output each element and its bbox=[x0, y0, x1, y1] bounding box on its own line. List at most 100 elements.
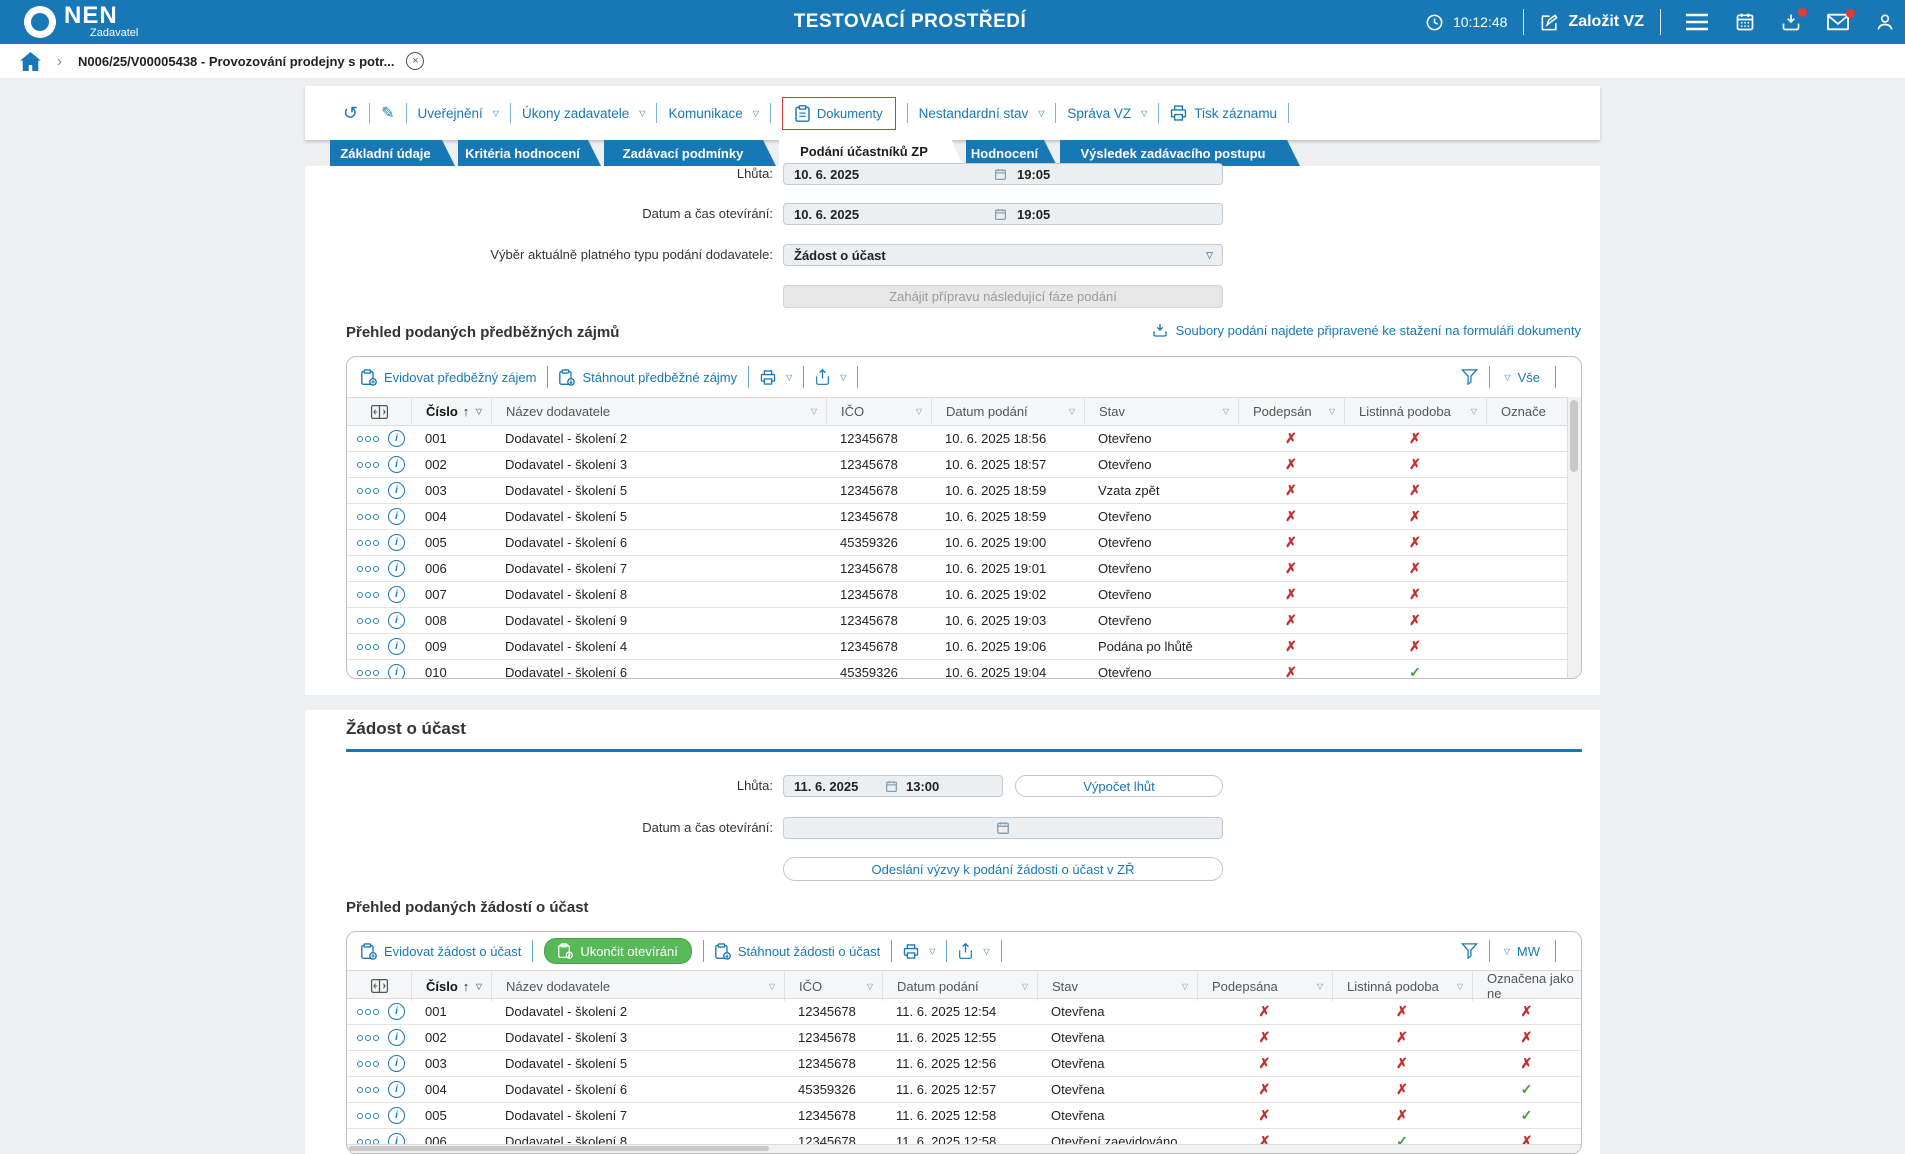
table-row[interactable]: 003 Dodavatel - školení 5 12345678 11. 6… bbox=[347, 1051, 1581, 1077]
table1-col-datum[interactable]: Datum podání bbox=[931, 398, 1084, 425]
calendar-small-icon[interactable] bbox=[885, 780, 898, 793]
table2-col-stav[interactable]: Stav bbox=[1037, 971, 1197, 1001]
menu-nestandardni-stav[interactable]: Nestandardní stav bbox=[919, 106, 1045, 121]
table-row[interactable]: 005 Dodavatel - školení 6 45359326 10. 6… bbox=[347, 530, 1581, 556]
row-menu-icon[interactable] bbox=[357, 436, 379, 442]
filter-caret-icon[interactable] bbox=[1069, 407, 1075, 416]
table-row[interactable]: 007 Dodavatel - školení 8 12345678 10. 6… bbox=[347, 582, 1581, 608]
table-row[interactable]: 005 Dodavatel - školení 7 12345678 11. 6… bbox=[347, 1103, 1581, 1129]
row-info-icon[interactable] bbox=[388, 482, 405, 499]
table1-col-ico[interactable]: IČO bbox=[826, 398, 931, 425]
table2-col-ico[interactable]: IČO bbox=[784, 971, 882, 1001]
row-info-icon[interactable] bbox=[388, 560, 405, 577]
filter-caret-icon[interactable] bbox=[769, 982, 775, 991]
row-menu-icon[interactable] bbox=[357, 618, 379, 624]
filter-caret-icon[interactable] bbox=[476, 407, 482, 416]
filter-caret-icon[interactable] bbox=[867, 982, 873, 991]
filter-caret-icon[interactable] bbox=[1317, 982, 1323, 991]
tab-podani-ucastniku-zp[interactable]: Podání účastníků ZP bbox=[779, 136, 963, 166]
row-menu-icon[interactable] bbox=[357, 462, 379, 468]
calendar-small-icon[interactable] bbox=[994, 208, 1007, 221]
table1-col-nazev[interactable]: Název dodavatele bbox=[491, 398, 826, 425]
row-menu-icon[interactable] bbox=[357, 592, 379, 598]
table2-col-oznacena[interactable]: Označena jako ne bbox=[1472, 971, 1581, 1001]
column-settings-icon[interactable] bbox=[347, 971, 411, 1001]
nen-logo[interactable] bbox=[19, 1, 60, 42]
row-info-icon[interactable] bbox=[388, 612, 405, 629]
filter-caret-icon[interactable] bbox=[1223, 407, 1229, 416]
row-info-icon[interactable] bbox=[388, 1029, 405, 1046]
end-opening-button[interactable]: Ukončit otevírání bbox=[544, 938, 692, 964]
table-row[interactable]: 006 Dodavatel - školení 7 12345678 10. 6… bbox=[347, 556, 1581, 582]
table2-print-button[interactable] bbox=[903, 944, 935, 959]
row-info-icon[interactable] bbox=[388, 1003, 405, 1020]
vertical-scrollbar[interactable] bbox=[1567, 397, 1581, 678]
row-info-icon[interactable] bbox=[388, 456, 405, 473]
row-info-icon[interactable] bbox=[388, 586, 405, 603]
edit-button[interactable] bbox=[381, 103, 394, 123]
calendar-small-icon[interactable] bbox=[996, 821, 1010, 835]
scrollbar-thumb[interactable] bbox=[1570, 400, 1578, 472]
user-profile-button[interactable] bbox=[1875, 12, 1895, 32]
row-info-icon[interactable] bbox=[388, 664, 405, 679]
table1-filter-value[interactable]: Vše bbox=[1518, 370, 1540, 385]
table1-col-stav[interactable]: Stav bbox=[1084, 398, 1238, 425]
row-info-icon[interactable] bbox=[388, 638, 405, 655]
filter-caret-icon[interactable] bbox=[1457, 982, 1463, 991]
table1-col-listinna[interactable]: Listinná podoba bbox=[1344, 398, 1486, 425]
scrollbar-thumb[interactable] bbox=[349, 1146, 769, 1151]
table2-col-nazev[interactable]: Název dodavatele bbox=[491, 971, 784, 1001]
table1-export-button[interactable] bbox=[815, 369, 846, 385]
table2-col-datum[interactable]: Datum podání bbox=[882, 971, 1037, 1001]
register-participation-request-button[interactable]: Evidovat žádost o účast bbox=[361, 943, 521, 960]
table2-filter-value[interactable]: MW bbox=[1517, 944, 1540, 959]
back-button[interactable] bbox=[343, 103, 358, 124]
menu-ukony-zadavatele[interactable]: Úkony zadavatele bbox=[522, 106, 645, 121]
row-info-icon[interactable] bbox=[388, 430, 405, 447]
table2-export-button[interactable] bbox=[958, 943, 989, 959]
chevron-down-icon[interactable] bbox=[1504, 947, 1510, 956]
menu-button[interactable] bbox=[1685, 13, 1709, 31]
row-menu-icon[interactable] bbox=[357, 540, 379, 546]
table-row[interactable]: 001 Dodavatel - školení 2 12345678 11. 6… bbox=[347, 999, 1581, 1025]
filter-caret-icon[interactable] bbox=[811, 407, 817, 416]
register-preliminary-interest-button[interactable]: Evidovat předběžný zájem bbox=[361, 369, 536, 386]
submission-type-select[interactable]: Žádost o účast bbox=[783, 244, 1223, 266]
filter-funnel-icon[interactable] bbox=[1461, 369, 1478, 385]
table2-col-podepsana[interactable]: Podepsána bbox=[1197, 971, 1332, 1001]
opening2-input[interactable] bbox=[783, 817, 1223, 839]
menu-sprava-vz[interactable]: Správa VZ bbox=[1067, 106, 1147, 121]
filter-caret-icon[interactable] bbox=[1329, 407, 1335, 416]
home-icon[interactable] bbox=[20, 52, 41, 71]
table-row[interactable]: 002 Dodavatel - školení 3 12345678 11. 6… bbox=[347, 1025, 1581, 1051]
table1-col-podepsan[interactable]: Podepsán bbox=[1238, 398, 1344, 425]
row-menu-icon[interactable] bbox=[357, 1009, 379, 1015]
filter-caret-icon[interactable] bbox=[1022, 982, 1028, 991]
row-menu-icon[interactable] bbox=[357, 514, 379, 520]
table2-col-cislo[interactable]: Číslo bbox=[411, 971, 491, 1001]
row-menu-icon[interactable] bbox=[357, 1113, 379, 1119]
deadline2-input[interactable]: 11. 6. 2025 13:00 bbox=[783, 775, 1003, 797]
table1-print-button[interactable] bbox=[760, 370, 792, 385]
row-menu-icon[interactable] bbox=[357, 1035, 379, 1041]
row-menu-icon[interactable] bbox=[357, 566, 379, 572]
inbox-download-button[interactable] bbox=[1781, 12, 1801, 32]
calendar-small-icon[interactable] bbox=[994, 168, 1007, 181]
menu-dokumenty-highlighted[interactable]: Dokumenty bbox=[782, 97, 896, 130]
table-row[interactable]: 003 Dodavatel - školení 5 12345678 10. 6… bbox=[347, 478, 1581, 504]
horizontal-scrollbar[interactable] bbox=[347, 1144, 1581, 1153]
filter-funnel-icon[interactable] bbox=[1461, 943, 1478, 959]
print-record-button[interactable]: Tisk záznamu bbox=[1170, 105, 1277, 121]
download-participation-requests-button[interactable]: Stáhnout žádosti o účast bbox=[715, 943, 880, 960]
row-info-icon[interactable] bbox=[388, 1081, 405, 1098]
filter-caret-icon[interactable] bbox=[1182, 982, 1188, 991]
row-info-icon[interactable] bbox=[388, 508, 405, 525]
column-settings-icon[interactable] bbox=[347, 398, 411, 425]
opening-datetime-input[interactable]: 10. 6. 2025 19:05 bbox=[783, 203, 1223, 225]
row-menu-icon[interactable] bbox=[357, 488, 379, 494]
deadline-input[interactable]: 10. 6. 2025 19:05 bbox=[783, 163, 1223, 185]
table2-col-listinna[interactable]: Listinná podoba bbox=[1332, 971, 1472, 1001]
table-row[interactable]: 009 Dodavatel - školení 4 12345678 10. 6… bbox=[347, 634, 1581, 660]
compute-deadlines-button[interactable]: Výpočet lhůt bbox=[1015, 775, 1223, 797]
row-menu-icon[interactable] bbox=[357, 1061, 379, 1067]
